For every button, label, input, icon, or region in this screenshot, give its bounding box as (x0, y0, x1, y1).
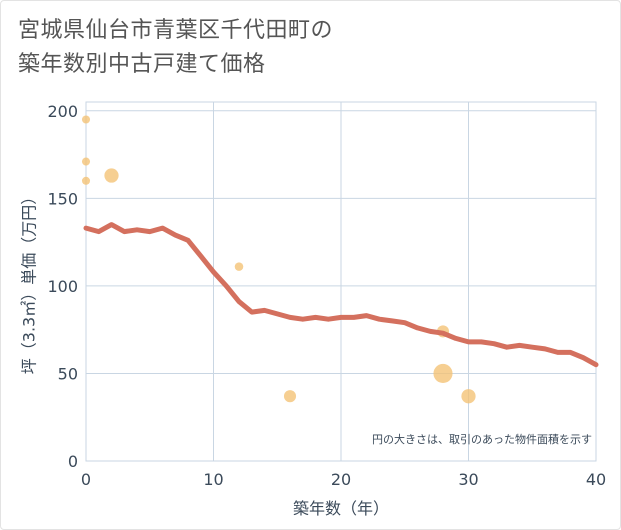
tick-labels: 0 10 20 30 40 0 50 100 150 200 (47, 102, 606, 489)
x-tick-label-0: 0 (81, 470, 91, 489)
y-tick-label-50: 50 (58, 364, 78, 383)
y-tick-label-0: 0 (68, 452, 78, 471)
scatter-point-2 (81, 176, 91, 185)
bubble-size-note: 円の大きさは、取引のあった物件面積を示す (372, 432, 592, 446)
chart-title-line-2: 築年数別中古戸建て価格 (18, 52, 266, 77)
y-tick-label-100: 100 (47, 277, 78, 296)
plot-border (85, 101, 597, 462)
chart-title-line-1: 宮城県仙台市青葉区千代田町の (18, 18, 334, 43)
x-tick-label-40: 40 (586, 470, 606, 489)
x-tick-label-10: 10 (203, 470, 223, 489)
y-axis-label: 坪（3.3㎡）単価（万円） (20, 189, 39, 374)
x-tick-label-20: 20 (331, 470, 351, 489)
x-tick-label-30: 30 (458, 470, 478, 489)
scatter-point-5 (283, 390, 297, 403)
scatter-point-3 (104, 168, 119, 183)
grid (85, 102, 597, 462)
x-axis-label: 築年数（年） (293, 499, 389, 518)
scatter-point-0 (81, 115, 91, 124)
scatter-point-7 (433, 363, 453, 383)
scatter-point-1 (81, 157, 91, 166)
chart-title: 宮城県仙台市青葉区千代田町の 築年数別中古戸建て価格 (18, 14, 333, 82)
y-tick-label-200: 200 (47, 102, 78, 121)
y-tick-label-150: 150 (47, 189, 78, 208)
average-price-line (83, 222, 599, 368)
scatter-point-8 (461, 389, 476, 404)
scatter-point-4 (234, 262, 244, 271)
scatter-series (81, 115, 476, 404)
